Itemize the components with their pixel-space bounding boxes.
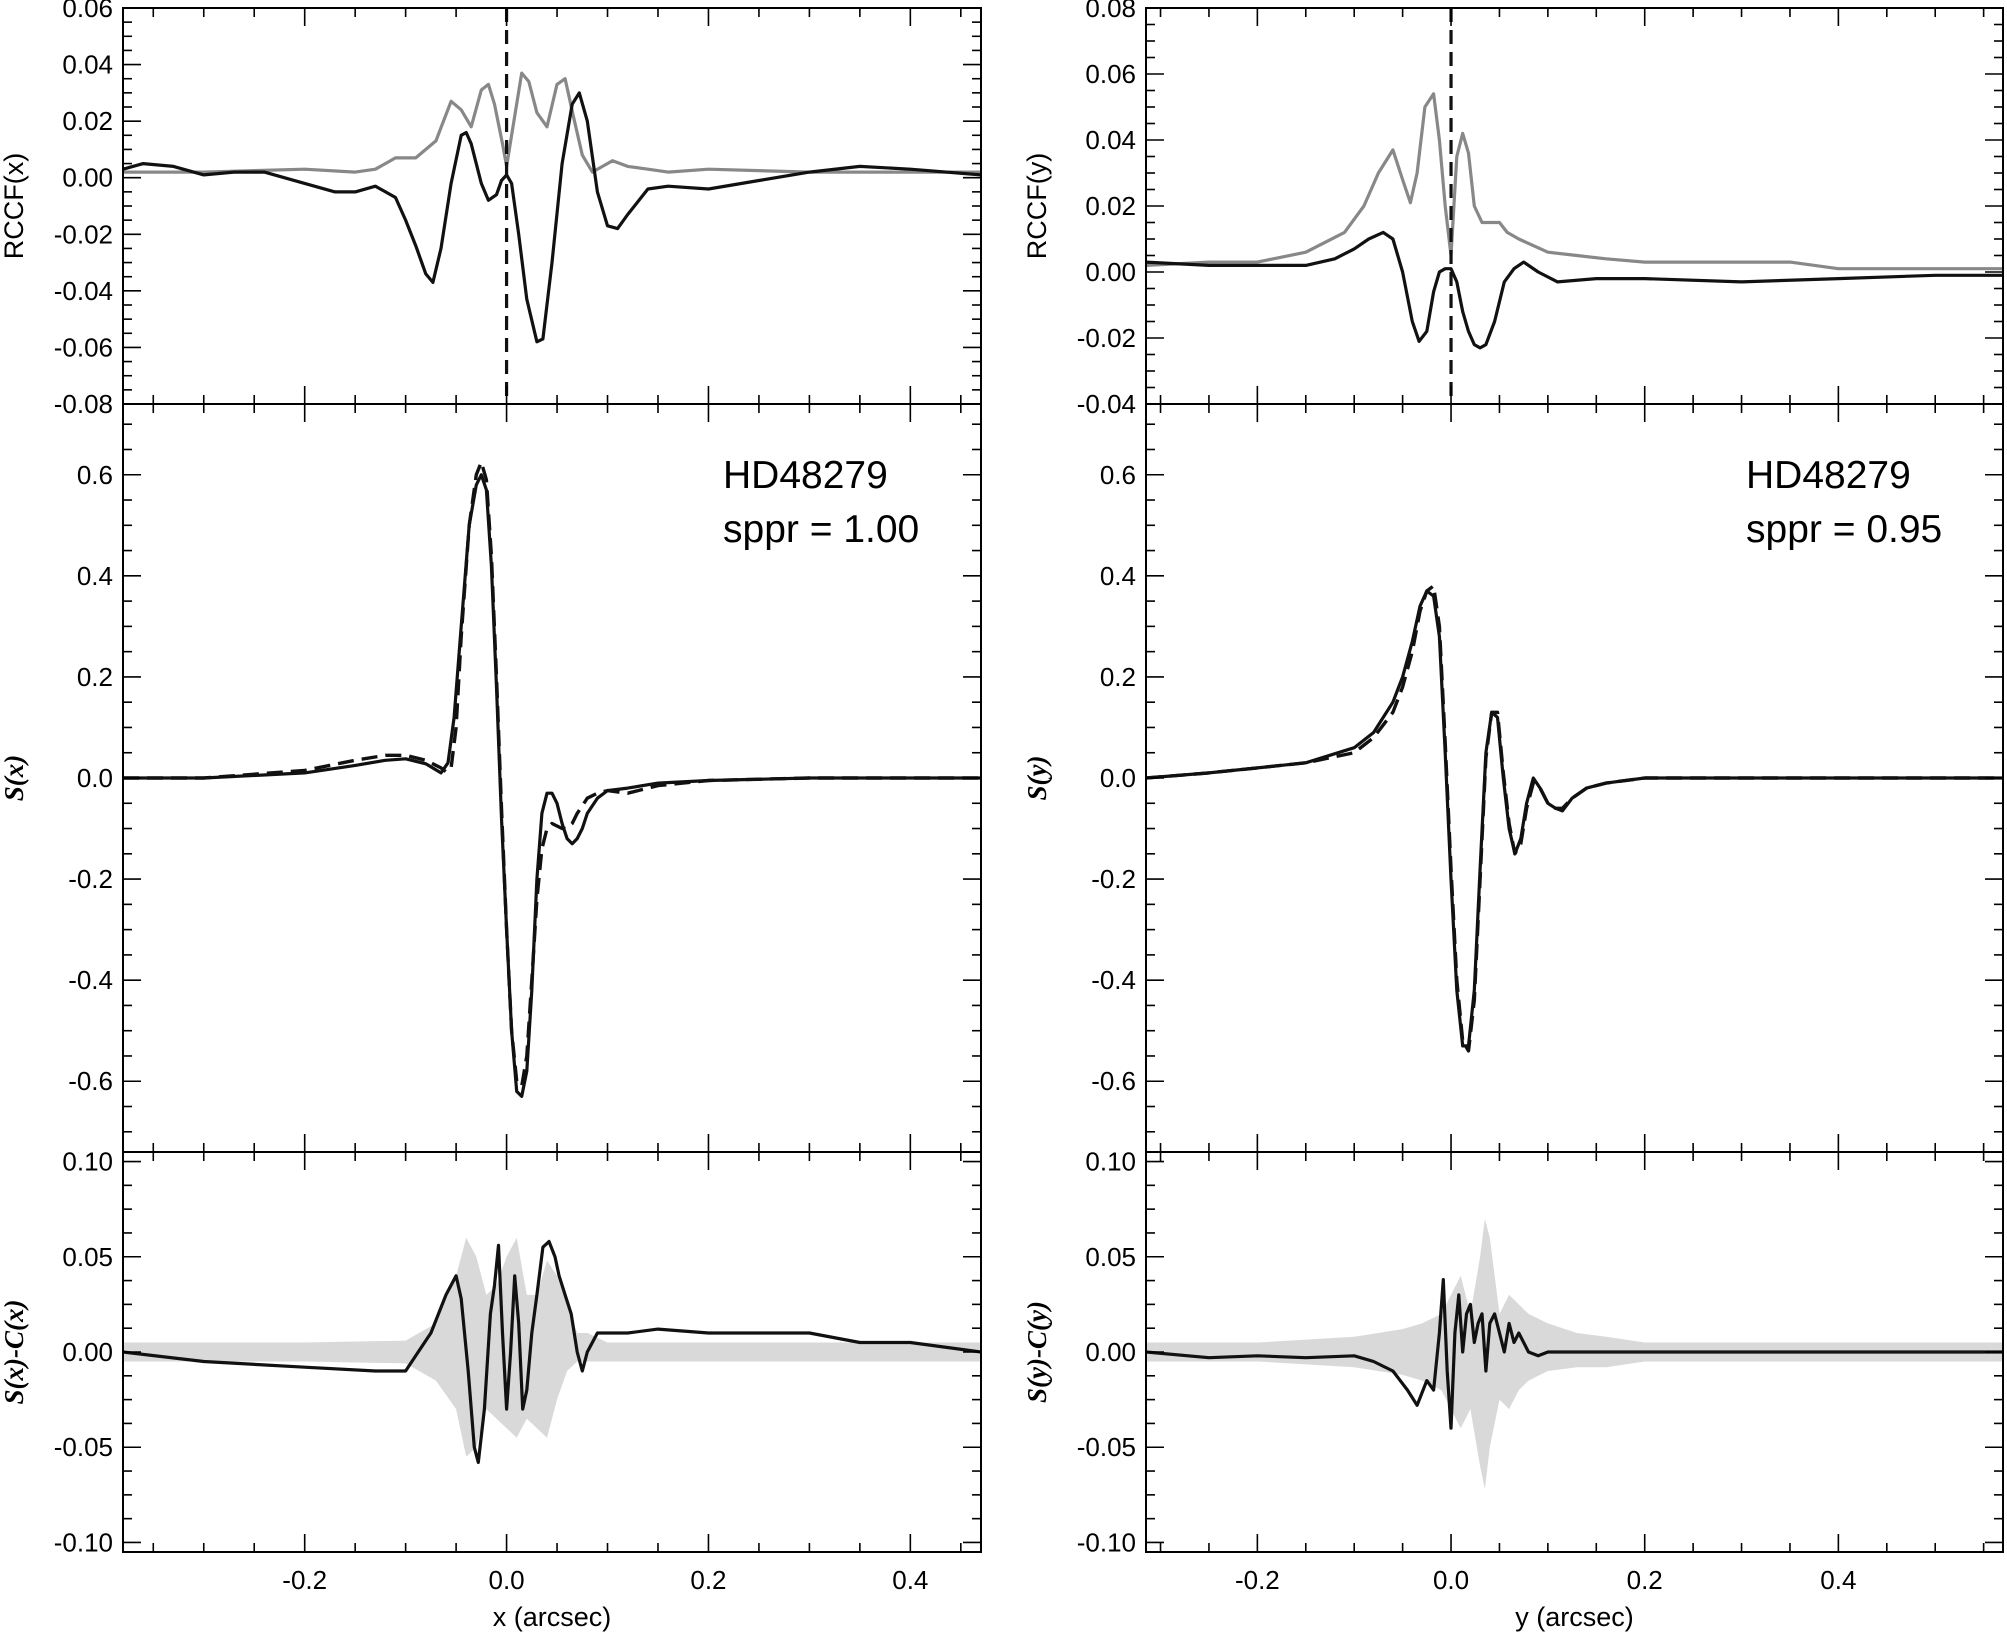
y-tick-label: 0.2 [1100,662,1136,692]
sppr-annotation: sppr = 1.00 [723,508,919,551]
y-axis-label: RCCF(x) [0,153,29,259]
series-line-2 [1146,584,2003,1053]
x-axis-label: x (arcsec) [493,1602,612,1632]
uncertainty-band [1146,1218,2003,1490]
star-name-annotation: HD48279 [723,454,888,497]
y-tick-label: 0.0 [77,763,113,793]
x-tick-label: -0.2 [1235,1565,1280,1595]
y-tick-label: -0.04 [54,276,113,306]
y-tick-label: 0.08 [1085,0,1136,23]
y-tick-label: 0.00 [1085,257,1136,287]
x-tick-label: 0.4 [1820,1565,1856,1595]
y-tick-label: 0.6 [1100,460,1136,490]
y-tick-label: 0.4 [77,561,113,591]
y-tick-label: 0.4 [1100,561,1136,591]
panel-y-mid: 0.6 0.4 0.2 0.0 -0.2 -0.4 -0.6 S(y) HD48279 sppr … [1022,403,2004,1153]
y-tick-label: -0.4 [1091,965,1136,995]
y-tick-label: -0.10 [1077,1527,1136,1557]
y-tick-label: -0.2 [1091,864,1136,894]
y-tick-label: -0.08 [54,389,113,419]
panel-x-mid: 0.6 0.4 0.2 0.0 -0.2 -0.4 -0.6 S(x) HD48279 sppr … [0,403,982,1153]
panel-x-top: 0.06 0.04 0.02 0.00 -0.02 -0.04 -0.06 -0.08 RCCF… [0,0,982,419]
sppr-annotation: sppr = 0.95 [1746,508,1942,551]
y-axis-label: S(y) [1022,756,1052,801]
x-tick-label: 0.4 [892,1565,928,1595]
y-tick-label: 0.0 [1100,763,1136,793]
plot-frame [1145,7,2004,405]
y-axis-label: S(x) [0,755,29,802]
series-line-1 [123,1239,981,1465]
x-axis-label: y (arcsec) [1515,1602,1634,1632]
uncertainty-band [123,1237,981,1457]
y-tick-label: -0.6 [1091,1066,1136,1096]
y-tick-label: 0.06 [1085,59,1136,89]
y-tick-label: 0.05 [62,1242,113,1272]
plot-frame [122,7,982,405]
y-tick-label: 0.00 [62,163,113,193]
y-axis-label: S(x)-C(x) [0,1300,29,1405]
series-line-1 [1146,1278,2003,1430]
x-tick-label: 0.0 [488,1565,524,1595]
y-axis-label: S(y)-C(y) [1022,1301,1052,1403]
series-line-1 [1146,92,2003,271]
y-tick-label: -0.02 [1077,323,1136,353]
star-name-annotation: HD48279 [1746,454,1911,497]
y-tick-label: 0.05 [1085,1242,1136,1272]
series-line-2 [123,91,981,344]
y-tick-label: 0.02 [62,106,113,136]
y-tick-label: -0.02 [54,219,113,249]
y-tick-label: 0.00 [1085,1337,1136,1367]
x-tick-label: 0.2 [1627,1565,1663,1595]
y-tick-label: 0.06 [62,0,113,23]
y-tick-label: -0.04 [1077,389,1136,419]
y-tick-label: 0.6 [77,460,113,490]
y-tick-label: 0.02 [1085,191,1136,221]
y-tick-label: 0.04 [1085,125,1136,155]
x-tick-label: 0.2 [690,1565,726,1595]
panel-x-bot: 0.10 0.05 0.00 -0.05 -0.10 -0.2 0.0 0.2 0.4 S(x)-… [0,1147,982,1632]
y-tick-label: -0.4 [68,965,113,995]
x-tick-label: 0.0 [1433,1565,1469,1595]
series-line-1 [1146,589,2003,1048]
y-tick-label: 0.10 [62,1147,113,1177]
y-tick-label: -0.2 [68,864,113,894]
panel-y-bot: 0.10 0.05 0.00 -0.05 -0.10 -0.2 0.0 0.2 0.4 S(y)-… [1022,1147,2004,1632]
y-tick-label: 0.2 [77,662,113,692]
y-axis-label: RCCF(y) [1022,153,1052,259]
y-tick-label: -0.05 [54,1432,113,1462]
y-tick-label: -0.10 [54,1527,113,1557]
y-tick-label: 0.04 [62,50,113,80]
y-tick-label: -0.6 [68,1066,113,1096]
series-line-2 [123,460,981,1088]
x-tick-label: -0.2 [282,1565,327,1595]
series-line-1 [123,473,981,1098]
y-tick-label: 0.10 [1085,1147,1136,1177]
series-line-2 [1146,230,2003,350]
series-line-1 [123,71,981,174]
y-tick-label: -0.06 [54,332,113,362]
y-tick-label: -0.05 [1077,1432,1136,1462]
y-tick-label: 0.00 [62,1337,113,1367]
panel-y-top: 0.08 0.06 0.04 0.02 0.00 -0.02 -0.04 RCCF(y) [1022,0,2004,419]
